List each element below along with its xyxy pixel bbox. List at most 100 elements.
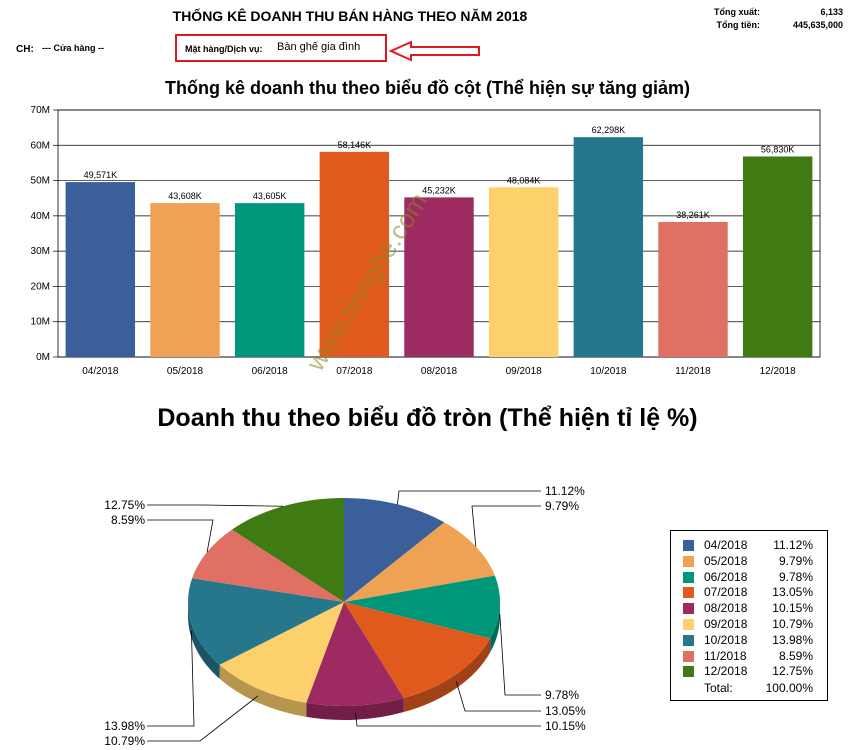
legend-percent: 10.79% — [772, 617, 813, 631]
pie-chart: 11.12%9.79% 9.78% 13.05%10.15% 10.79%13.98%… — [104, 484, 586, 748]
pie-leader-lines — [147, 490, 541, 742]
legend-percent: 8.59% — [778, 648, 813, 663]
pie-slice-side — [490, 602, 500, 653]
bar — [488, 187, 559, 357]
legend-label: 06/2018 — [704, 569, 748, 584]
pie-leader-line — [499, 614, 541, 696]
legend-percent: 13.05% — [772, 585, 813, 600]
legend-label: 05/2018 — [704, 553, 748, 568]
legend-swatch — [683, 540, 694, 551]
pie-slice — [187, 578, 344, 665]
total-export-label: Tổng xuất: — [714, 7, 760, 17]
y-tick-label: 0M — [36, 352, 50, 363]
pie-value-labels: 11.12%9.79% 9.78% 13.05%10.15% 10.79%13.98%… — [104, 484, 586, 748]
y-tick-label: 60M — [31, 140, 50, 151]
bar-series — [65, 137, 813, 357]
legend-percent: 13.98% — [772, 632, 813, 647]
x-tick-label: 06/2018 — [252, 366, 289, 377]
y-tick-label: 50M — [31, 176, 50, 187]
bar — [319, 151, 390, 357]
bar — [573, 137, 644, 357]
legend-label: 04/2018 — [704, 538, 748, 552]
pie-slice — [344, 575, 500, 639]
pie-leader-line — [147, 504, 284, 507]
bar-y-ticks: 0M 10M 20M 30M 40M 50M 60M 70M — [31, 105, 50, 363]
legend-swatch — [683, 555, 694, 567]
legend-swatch — [683, 666, 694, 678]
pie-slice-side — [188, 602, 220, 679]
pie-slice — [219, 602, 344, 703]
pie-leader-line — [396, 490, 541, 505]
pie-value-label: 9.78% — [545, 688, 579, 702]
bar-value-label: 56,830K — [761, 144, 795, 154]
pie-slice-side — [306, 698, 404, 720]
x-tick-label: 09/2018 — [506, 366, 543, 377]
store-select[interactable]: --- Cửa hàng -- — [42, 43, 105, 53]
legend-label: 09/2018 — [704, 617, 748, 631]
pie-slice — [344, 522, 495, 602]
bar-value-labels: 49,571K 43,608K 43,605K 58,146K 45,232K 48,08… — [84, 125, 795, 220]
x-tick-label: 08/2018 — [421, 366, 458, 377]
legend-percent: 12.75% — [772, 664, 813, 679]
x-tick-label: 04/2018 — [82, 366, 119, 377]
pie-slice — [231, 498, 344, 602]
pie-slice-side — [403, 638, 491, 713]
report-title: THỐNG KÊ DOANH THU BÁN HÀNG THEO NĂM 201… — [172, 8, 528, 24]
bar — [234, 203, 305, 357]
legend-swatch — [683, 571, 694, 583]
legend-total-label: Total: — [704, 681, 733, 695]
bar — [742, 156, 813, 357]
legend-percent: 9.79% — [778, 553, 813, 568]
legend-swatch — [683, 650, 694, 662]
bar-x-ticks: 04/2018 05/2018 06/2018 07/2018 08/2018 09/20… — [82, 366, 796, 377]
legend-label: 12/2018 — [704, 664, 748, 679]
bar-chart: 49,571K 43,608K 43,605K 58,146K 45,232K 48,08… — [31, 105, 821, 377]
bar-value-label: 62,298K — [592, 125, 626, 135]
legend-percent: 9.78% — [778, 569, 813, 584]
pie-slice — [192, 529, 344, 602]
total-money-value: 445,635,000 — [792, 20, 843, 30]
product-filter-box[interactable]: Mặt hàng/Dịch vụ: Bàn ghế gia đình — [175, 34, 387, 62]
bar-value-label: 45,232K — [422, 185, 456, 195]
total-export-value: 6,133 — [820, 7, 843, 17]
pie-slices — [187, 498, 500, 706]
legend-label: 08/2018 — [704, 601, 748, 616]
y-tick-label: 40M — [31, 211, 50, 222]
pie-value-label: 13.98% — [104, 719, 145, 733]
product-value: Bàn ghế gia đình — [277, 41, 361, 53]
bar — [404, 197, 474, 357]
legend-swatch — [683, 587, 694, 599]
bar-value-label: 58,146K — [338, 140, 372, 150]
legend-swatch — [683, 634, 694, 646]
pie-leader-line — [147, 630, 195, 727]
legend-total-value: 100.00% — [765, 681, 813, 695]
pie-slice — [344, 602, 491, 699]
pie-leader-line — [147, 519, 214, 553]
bar-chart-title: Thống kê doanh thu theo biểu đồ cột (Thể… — [164, 78, 690, 98]
y-tick-label: 70M — [31, 105, 50, 116]
bar — [150, 203, 220, 357]
pie-value-label: 12.75% — [104, 498, 145, 512]
pie-value-label: 9.79% — [545, 499, 579, 513]
x-tick-label: 10/2018 — [590, 366, 627, 377]
pie-value-label: 11.12% — [545, 484, 585, 498]
y-tick-label: 10M — [31, 317, 50, 328]
red-arrow-icon — [389, 40, 480, 62]
legend-label: 10/2018 — [704, 632, 748, 647]
x-tick-label: 12/2018 — [760, 366, 797, 377]
bar — [658, 221, 728, 357]
bar-value-label: 38,261K — [676, 210, 710, 220]
pie-leader-line — [355, 712, 541, 727]
y-tick-label: 30M — [31, 246, 50, 257]
legend-percent: 11.12% — [773, 538, 813, 552]
legend-label: 07/2018 — [704, 585, 748, 600]
total-money-label: Tổng tiền: — [716, 20, 761, 30]
product-label: Mặt hàng/Dịch vụ: — [185, 44, 263, 54]
bar-value-label: 48,084K — [507, 175, 541, 185]
store-label: CH: — [16, 44, 34, 55]
pie-leader-line — [147, 695, 259, 742]
pie-value-label: 8.59% — [111, 513, 145, 527]
legend-label: 11/2018 — [704, 648, 747, 663]
legend-percent: 10.15% — [772, 601, 813, 616]
pie-leader-line — [455, 681, 541, 712]
